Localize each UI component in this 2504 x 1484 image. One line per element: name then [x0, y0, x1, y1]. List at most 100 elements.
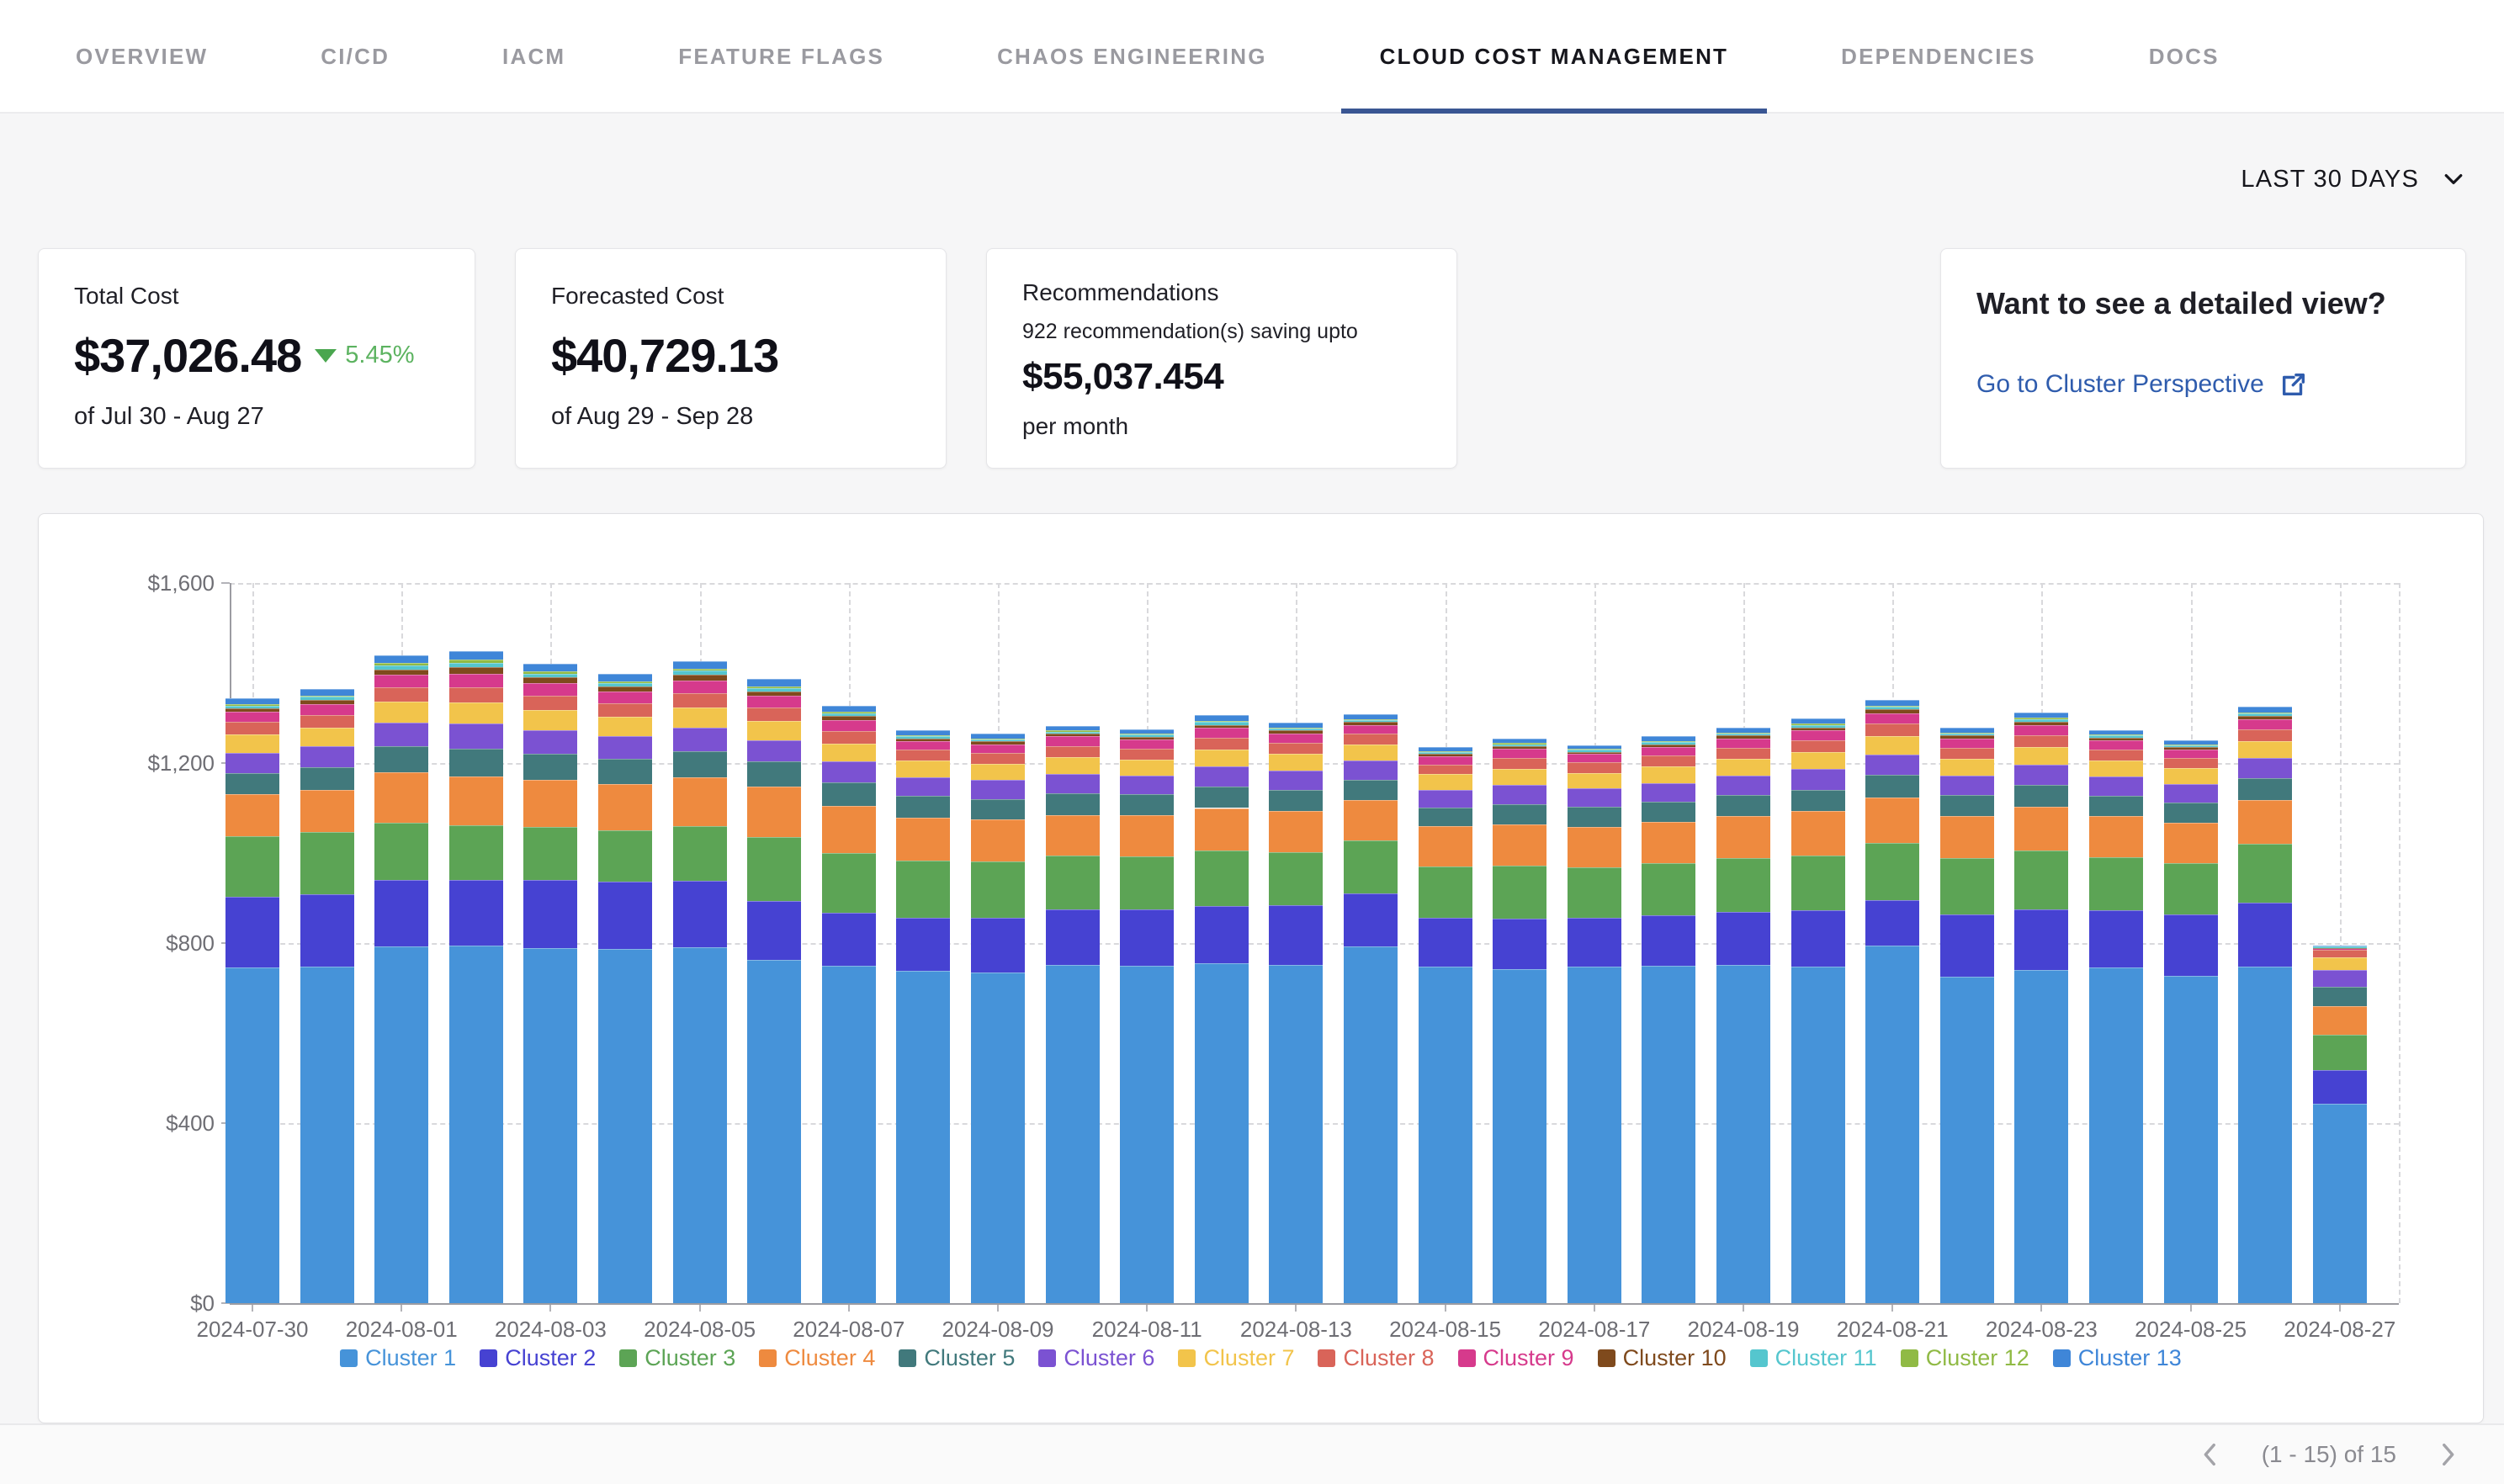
bar-segment-cluster-3-2024-08-26[interactable] [2238, 844, 2292, 903]
bar-segment-cluster-3-2024-08-13[interactable] [1269, 852, 1323, 905]
bar-segment-cluster-7-2024-08-17[interactable] [1568, 773, 1621, 789]
bar-segment-cluster-6-2024-08-04[interactable] [598, 736, 652, 759]
bar-segment-cluster-1-2024-08-12[interactable] [1195, 963, 1249, 1303]
bar-segment-cluster-10-2024-08-18[interactable] [1642, 745, 1695, 747]
bar-segment-cluster-5-2024-08-04[interactable] [598, 759, 652, 784]
bar-segment-cluster-7-2024-08-13[interactable] [1269, 754, 1323, 771]
bar-segment-cluster-4-2024-08-06[interactable] [747, 787, 801, 837]
bar-segment-cluster-3-2024-08-27[interactable] [2313, 1035, 2367, 1070]
bar-segment-cluster-12-2024-08-26[interactable] [2238, 713, 2292, 714]
bar-segment-cluster-4-2024-08-11[interactable] [1120, 815, 1174, 856]
bar-segment-cluster-9-2024-08-20[interactable] [1791, 730, 1845, 740]
bar-segment-cluster-5-2024-08-08[interactable] [896, 796, 950, 818]
bar-segment-cluster-12-2024-08-17[interactable] [1568, 749, 1621, 750]
legend-cluster-11[interactable]: Cluster 11 [1750, 1345, 1877, 1371]
bar-segment-cluster-2-2024-08-24[interactable] [2089, 910, 2143, 967]
bar-segment-cluster-8-2024-08-03[interactable] [523, 696, 577, 710]
bar-segment-cluster-9-2024-08-14[interactable] [1344, 725, 1398, 734]
bar-segment-cluster-11-2024-08-01[interactable] [374, 665, 428, 670]
bar-segment-cluster-12-2024-08-22[interactable] [1940, 733, 1994, 734]
bar-segment-cluster-3-2024-08-05[interactable] [673, 826, 727, 881]
bar-segment-cluster-4-2024-07-31[interactable] [300, 790, 354, 833]
bar-segment-cluster-13-2024-08-11[interactable] [1120, 729, 1174, 734]
bar-segment-cluster-10-2024-08-04[interactable] [598, 686, 652, 692]
bar-segment-cluster-10-2024-08-12[interactable] [1195, 725, 1249, 729]
bar-segment-cluster-7-2024-08-22[interactable] [1940, 759, 1994, 776]
bar-segment-cluster-8-2024-08-02[interactable] [449, 687, 503, 702]
bar-segment-cluster-2-2024-08-01[interactable] [374, 880, 428, 946]
bar-segment-cluster-10-2024-08-22[interactable] [1940, 735, 1994, 738]
bar-segment-cluster-5-2024-08-17[interactable] [1568, 807, 1621, 827]
bar-segment-cluster-6-2024-08-22[interactable] [1940, 776, 1994, 795]
pagination-prev-button[interactable] [2196, 1440, 2225, 1469]
bar-segment-cluster-10-2024-07-31[interactable] [300, 700, 354, 704]
bar-segment-cluster-1-2024-08-10[interactable] [1046, 965, 1100, 1303]
bar-segment-cluster-10-2024-08-17[interactable] [1568, 752, 1621, 755]
bar-segment-cluster-8-2024-08-25[interactable] [2164, 758, 2218, 768]
bar-segment-cluster-10-2024-08-26[interactable] [2238, 716, 2292, 719]
bar-segment-cluster-5-2024-08-07[interactable] [822, 782, 876, 806]
legend-cluster-9[interactable]: Cluster 9 [1458, 1345, 1574, 1371]
bar-segment-cluster-2-2024-08-20[interactable] [1791, 910, 1845, 967]
bar-segment-cluster-4-2024-08-10[interactable] [1046, 815, 1100, 856]
bar-segment-cluster-10-2024-08-02[interactable] [449, 667, 503, 673]
legend-cluster-13[interactable]: Cluster 13 [2053, 1345, 2182, 1371]
legend-cluster-10[interactable]: Cluster 10 [1598, 1345, 1727, 1371]
bar-segment-cluster-10-2024-08-20[interactable] [1791, 728, 1845, 731]
bar-segment-cluster-12-2024-08-12[interactable] [1195, 721, 1249, 723]
bar-segment-cluster-11-2024-08-09[interactable] [971, 739, 1025, 742]
bar-segment-cluster-2-2024-08-23[interactable] [2014, 909, 2068, 970]
bar-segment-cluster-4-2024-08-16[interactable] [1493, 824, 1546, 866]
bar-segment-cluster-9-2024-07-30[interactable] [225, 712, 279, 722]
bar-segment-cluster-6-2024-08-11[interactable] [1120, 776, 1174, 794]
bar-segment-cluster-13-2024-08-12[interactable] [1195, 715, 1249, 720]
bar-segment-cluster-12-2024-08-06[interactable] [747, 686, 801, 688]
bar-segment-cluster-1-2024-08-09[interactable] [971, 973, 1025, 1303]
bar-segment-cluster-3-2024-08-20[interactable] [1791, 856, 1845, 910]
tab-overview[interactable]: OVERVIEW [37, 44, 247, 112]
bar-segment-cluster-6-2024-07-31[interactable] [300, 746, 354, 767]
bar-segment-cluster-12-2024-08-03[interactable] [523, 671, 577, 674]
bar-segment-cluster-2-2024-08-11[interactable] [1120, 909, 1174, 966]
bar-segment-cluster-2-2024-08-08[interactable] [896, 918, 950, 971]
bar-segment-cluster-12-2024-08-18[interactable] [1642, 741, 1695, 742]
bar-segment-cluster-13-2024-08-15[interactable] [1419, 747, 1472, 751]
bar-segment-cluster-3-2024-08-12[interactable] [1195, 851, 1249, 905]
bar-segment-cluster-9-2024-08-16[interactable] [1493, 749, 1546, 758]
bar-segment-cluster-2-2024-08-07[interactable] [822, 913, 876, 966]
bar-segment-cluster-4-2024-08-15[interactable] [1419, 826, 1472, 866]
bar-segment-cluster-9-2024-08-15[interactable] [1419, 756, 1472, 765]
bar-segment-cluster-1-2024-08-20[interactable] [1791, 967, 1845, 1303]
tab-dependencies[interactable]: DEPENDENCIES [1802, 44, 2075, 112]
tab-cloud-cost-management[interactable]: CLOUD COST MANAGEMENT [1341, 44, 1768, 112]
bar-segment-cluster-11-2024-08-16[interactable] [1493, 745, 1546, 747]
bar-segment-cluster-12-2024-07-30[interactable] [225, 704, 279, 705]
bar-segment-cluster-7-2024-07-31[interactable] [300, 728, 354, 746]
bar-segment-cluster-4-2024-08-13[interactable] [1269, 811, 1323, 852]
bar-segment-cluster-4-2024-07-30[interactable] [225, 794, 279, 835]
bar-segment-cluster-1-2024-08-22[interactable] [1940, 977, 1994, 1303]
bar-segment-cluster-2-2024-07-30[interactable] [225, 897, 279, 968]
bar-segment-cluster-13-2024-08-19[interactable] [1716, 728, 1770, 732]
bar-segment-cluster-7-2024-08-18[interactable] [1642, 766, 1695, 782]
bar-segment-cluster-2-2024-08-26[interactable] [2238, 903, 2292, 967]
bar-segment-cluster-2-2024-08-14[interactable] [1344, 893, 1398, 946]
bar-segment-cluster-13-2024-08-25[interactable] [2164, 740, 2218, 745]
bar-segment-cluster-11-2024-08-02[interactable] [449, 663, 503, 667]
bar-segment-cluster-2-2024-08-06[interactable] [747, 901, 801, 961]
bar-segment-cluster-6-2024-08-08[interactable] [896, 777, 950, 796]
bar-segment-cluster-8-2024-08-27[interactable] [2313, 950, 2367, 957]
bar-segment-cluster-7-2024-08-14[interactable] [1344, 745, 1398, 761]
bar-segment-cluster-7-2024-08-07[interactable] [822, 744, 876, 761]
bar-segment-cluster-3-2024-08-21[interactable] [1865, 843, 1919, 900]
bar-segment-cluster-5-2024-08-10[interactable] [1046, 793, 1100, 815]
bar-segment-cluster-13-2024-08-16[interactable] [1493, 739, 1546, 743]
bar-segment-cluster-12-2024-08-15[interactable] [1419, 751, 1472, 752]
bar-segment-cluster-12-2024-08-01[interactable] [374, 663, 428, 665]
bar-segment-cluster-9-2024-08-09[interactable] [971, 745, 1025, 754]
bar-segment-cluster-1-2024-08-18[interactable] [1642, 966, 1695, 1303]
bar-segment-cluster-7-2024-08-05[interactable] [673, 708, 727, 729]
tab-feature-flags[interactable]: FEATURE FLAGS [639, 44, 923, 112]
bar-segment-cluster-11-2024-08-10[interactable] [1046, 732, 1100, 734]
bar-segment-cluster-7-2024-08-06[interactable] [747, 721, 801, 739]
